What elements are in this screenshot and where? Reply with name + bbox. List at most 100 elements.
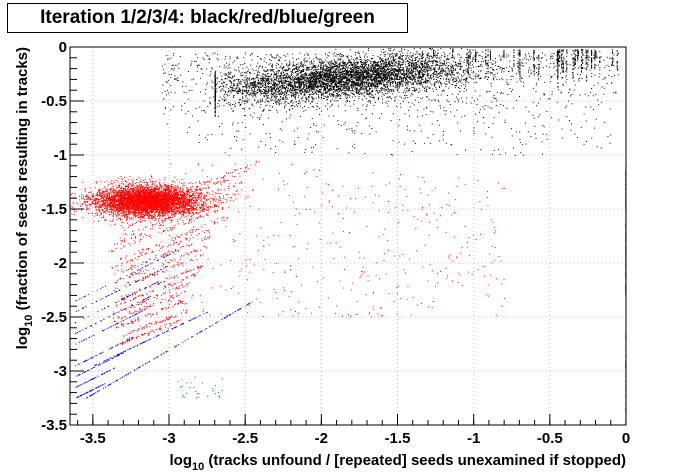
data-point <box>270 78 272 80</box>
data-point <box>397 82 399 84</box>
data-point <box>295 94 297 96</box>
data-point <box>294 81 296 83</box>
data-point <box>376 83 378 85</box>
data-point <box>324 77 326 79</box>
data-point <box>435 78 437 80</box>
data-point <box>386 63 388 65</box>
data-point <box>391 74 393 76</box>
data-point <box>428 87 430 89</box>
data-point <box>469 64 471 66</box>
data-point <box>308 99 310 101</box>
data-point <box>302 66 304 68</box>
data-point <box>227 76 229 78</box>
data-point <box>321 77 323 79</box>
data-point <box>243 86 245 88</box>
data-point <box>290 88 292 90</box>
data-point <box>387 62 389 64</box>
data-point <box>353 73 355 75</box>
data-point <box>370 80 372 82</box>
data-point <box>498 66 500 68</box>
data-point <box>466 48 468 50</box>
data-point <box>388 49 390 51</box>
data-point <box>485 64 487 66</box>
data-point <box>422 86 424 88</box>
data-point <box>401 68 403 70</box>
data-point <box>335 82 337 84</box>
data-point <box>431 99 433 101</box>
data-point <box>521 77 523 79</box>
data-point <box>329 80 331 82</box>
data-point <box>303 75 305 77</box>
data-point <box>312 86 314 88</box>
data-point <box>386 69 388 71</box>
data-point <box>328 80 330 82</box>
data-point <box>521 65 523 67</box>
data-point <box>459 66 461 68</box>
data-point <box>341 68 343 70</box>
data-point <box>406 83 408 85</box>
data-point <box>452 66 454 68</box>
data-point <box>415 62 417 64</box>
data-point <box>423 61 425 63</box>
data-point <box>419 84 421 86</box>
data-point <box>357 75 359 77</box>
data-point <box>367 69 369 71</box>
data-point <box>274 81 276 83</box>
data-point <box>316 93 318 95</box>
data-point <box>397 85 399 87</box>
data-point <box>298 96 300 98</box>
data-point <box>394 68 396 70</box>
data-point <box>363 70 365 72</box>
data-point <box>422 79 424 81</box>
data-point <box>312 88 314 90</box>
data-point <box>243 79 245 81</box>
data-point <box>456 76 458 78</box>
data-point <box>379 65 381 67</box>
data-point <box>434 71 436 73</box>
data-point <box>279 82 281 84</box>
data-point <box>336 73 338 75</box>
data-point <box>299 99 301 101</box>
data-point <box>334 77 336 79</box>
data-point <box>398 79 400 81</box>
data-point <box>411 86 413 88</box>
data-point <box>461 76 463 78</box>
data-point <box>315 65 317 67</box>
data-point <box>401 83 403 85</box>
data-point <box>358 89 360 91</box>
data-point <box>409 52 411 54</box>
data-point <box>293 80 295 82</box>
data-point <box>267 92 269 94</box>
data-point <box>345 88 347 90</box>
data-point <box>365 81 367 83</box>
data-point <box>310 61 312 63</box>
data-point <box>239 80 241 82</box>
data-point <box>250 94 252 96</box>
data-point <box>316 75 318 77</box>
data-point <box>309 80 311 82</box>
data-point <box>297 103 299 105</box>
data-point <box>418 64 420 66</box>
data-point <box>463 71 465 73</box>
data-point <box>303 85 305 87</box>
data-point <box>449 71 451 73</box>
data-point <box>304 54 306 56</box>
data-point <box>284 107 286 109</box>
data-point <box>226 103 228 105</box>
data-point <box>281 84 283 86</box>
data-point <box>309 84 311 86</box>
data-point <box>314 69 316 71</box>
data-point <box>269 98 271 100</box>
data-point <box>393 77 395 79</box>
data-point <box>343 87 345 89</box>
data-point <box>400 57 402 59</box>
data-point <box>428 66 430 68</box>
data-point <box>335 62 337 64</box>
data-point <box>405 69 407 71</box>
data-point <box>449 82 451 84</box>
data-point <box>386 82 388 84</box>
data-point <box>472 56 474 58</box>
data-point <box>267 78 269 80</box>
data-point <box>347 67 349 69</box>
data-point <box>374 78 376 80</box>
